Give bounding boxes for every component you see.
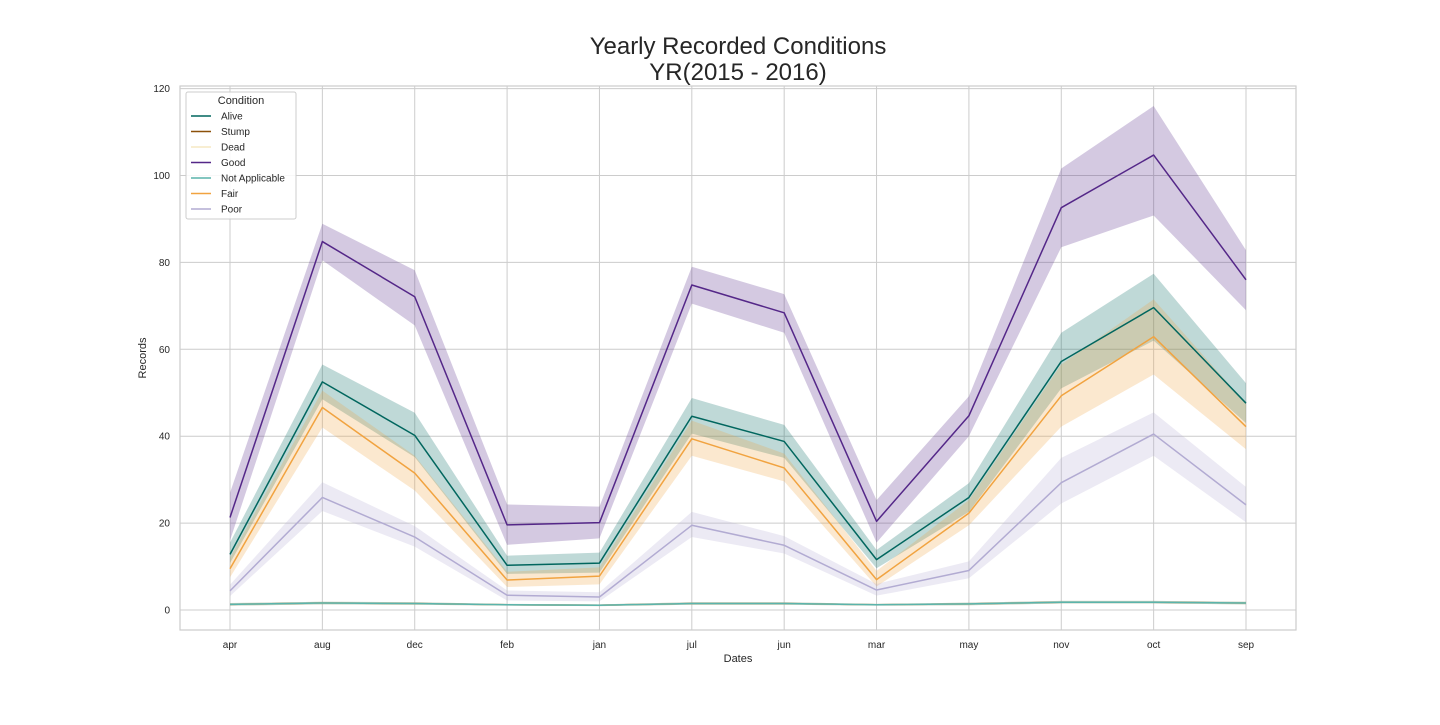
ci-band-good	[230, 105, 1246, 545]
x-tick-label-dec: dec	[407, 640, 423, 651]
y-tick-label-0: 0	[164, 606, 170, 617]
plot-area	[179, 85, 1297, 631]
x-tick-label-feb: feb	[500, 640, 514, 651]
x-tick-label-jun: jun	[777, 640, 791, 651]
x-tick-label-sep: sep	[1238, 640, 1255, 651]
y-tick-label-60: 60	[159, 345, 171, 356]
tick-labels: apr aug dec feb jan jul jun mar may nov oct sep 0 20 4…	[153, 84, 1254, 651]
series-line-fair	[229, 335, 1247, 581]
ci-band-fair	[230, 299, 1246, 587]
x-tick-label-jul: jul	[686, 640, 697, 651]
y-axis-label: Records	[137, 337, 149, 378]
y-tick-label-40: 40	[159, 432, 171, 443]
ci-band-alive	[230, 273, 1246, 574]
series-line-poor	[229, 433, 1247, 598]
ci-band-poor	[230, 412, 1246, 602]
legend-label-stump: Stump	[221, 127, 250, 138]
legend-items: Alive Stump Dead Good Not Applicable Fair Poor	[191, 112, 285, 216]
x-tick-label-nov: nov	[1053, 640, 1069, 651]
series-line-not-applicable	[229, 601, 1247, 606]
x-tick-label-jan: jan	[592, 640, 606, 651]
x-tick-label-mar: mar	[868, 640, 886, 651]
legend-box	[185, 91, 297, 220]
y-tick-label-80: 80	[159, 258, 171, 269]
legend-label-dead: Dead	[221, 143, 245, 154]
legend-label-fair: Fair	[221, 189, 239, 200]
x-axis-label: Dates	[724, 653, 753, 665]
legend-label-good: Good	[221, 158, 245, 169]
x-tick-label-may: may	[959, 640, 978, 651]
series-line-good	[229, 154, 1247, 526]
series-lines	[229, 154, 1247, 606]
x-tick-label-oct: oct	[1147, 640, 1161, 651]
legend: Condition Alive Stump Dead Good Not Applicab…	[185, 91, 297, 220]
legend-label-not-applicable: Not Applicable	[221, 174, 285, 185]
legend-label-alive: Alive	[221, 112, 243, 123]
grid	[180, 86, 1296, 630]
series-line-alive	[229, 306, 1247, 567]
x-tick-label-aug: aug	[314, 640, 331, 651]
chart-title-line1: Yearly Recorded Conditions	[590, 33, 887, 60]
legend-label-poor: Poor	[221, 205, 243, 216]
chart-title-line2: YR(2015 - 2016)	[649, 59, 826, 86]
y-tick-label-120: 120	[153, 84, 170, 95]
x-tick-label-apr: apr	[223, 640, 238, 651]
y-tick-label-20: 20	[159, 519, 171, 530]
y-tick-label-100: 100	[153, 171, 170, 182]
legend-title: Condition	[218, 95, 264, 107]
